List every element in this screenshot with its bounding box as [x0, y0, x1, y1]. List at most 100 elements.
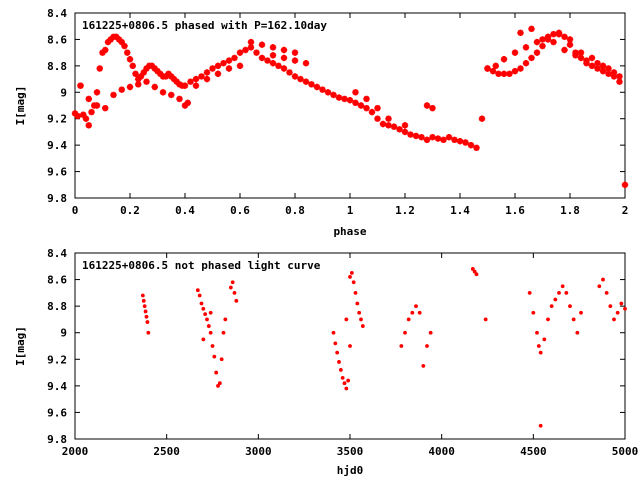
- data-point: [363, 104, 370, 112]
- data-point: [181, 82, 189, 89]
- data-point: [85, 95, 92, 103]
- data-point: [71, 110, 79, 117]
- data-point: [236, 62, 244, 70]
- data-point: [286, 69, 293, 76]
- data-point: [588, 62, 596, 70]
- data-point: [351, 280, 356, 285]
- data-point: [341, 95, 348, 103]
- data-point: [199, 301, 204, 306]
- data-point: [588, 54, 596, 62]
- data-point: [203, 75, 211, 83]
- data-point: [401, 128, 409, 136]
- plot-title: 161225+0806.5 phased with P=162.10day: [82, 19, 327, 32]
- x-axis-title: hjd0: [337, 464, 364, 477]
- data-point: [579, 310, 583, 315]
- data-point: [474, 272, 479, 277]
- data-point: [203, 69, 211, 76]
- data-point: [223, 317, 228, 322]
- x-tick-label: 0.4: [175, 204, 195, 217]
- data-point: [247, 38, 255, 46]
- data-point: [197, 293, 202, 298]
- data-point: [208, 310, 213, 315]
- data-point: [484, 65, 491, 72]
- x-tick-label: 0.6: [230, 204, 250, 217]
- data-point: [359, 317, 363, 322]
- x-tick-label: 1.4: [450, 204, 470, 217]
- data-point: [168, 91, 175, 99]
- data-point: [340, 375, 345, 380]
- data-point: [538, 423, 543, 428]
- data-point: [124, 49, 131, 56]
- data-point: [601, 277, 605, 282]
- data-point: [181, 102, 189, 109]
- y-tick-label: 8.4: [47, 7, 67, 20]
- x-tick-label: 5000: [612, 445, 639, 458]
- data-point: [544, 33, 552, 40]
- data-point: [597, 284, 602, 289]
- data-point: [162, 73, 169, 80]
- data-point: [173, 78, 180, 85]
- x-tick-label: 3000: [245, 445, 272, 458]
- data-point: [159, 89, 167, 96]
- data-point: [357, 310, 362, 315]
- data-point: [550, 38, 557, 46]
- data-point: [527, 290, 532, 295]
- y-tick-label: 9.6: [47, 166, 67, 179]
- data-point: [571, 317, 576, 322]
- data-point: [209, 65, 216, 72]
- data-point: [302, 78, 310, 85]
- data-point: [264, 57, 271, 64]
- data-point: [572, 52, 579, 59]
- data-point: [335, 94, 343, 101]
- data-point: [619, 301, 624, 306]
- x-tick-label: 1.2: [395, 204, 415, 217]
- data-point: [357, 102, 365, 109]
- data-point: [143, 309, 148, 314]
- data-point: [546, 317, 550, 322]
- y-tick-label: 9: [60, 86, 67, 99]
- data-point: [478, 115, 486, 122]
- data-point: [355, 301, 360, 306]
- data-point: [560, 284, 565, 289]
- data-point: [390, 123, 398, 130]
- data-point: [425, 344, 429, 348]
- data-point: [221, 330, 226, 335]
- data-point: [483, 317, 488, 322]
- data-point: [236, 49, 244, 56]
- x-tick-label: 0: [72, 204, 79, 217]
- y-tick-label: 8.6: [47, 274, 67, 287]
- data-point: [96, 65, 103, 72]
- data-point: [291, 49, 299, 56]
- x-tick-label: 2500: [153, 445, 180, 458]
- data-point: [121, 42, 128, 50]
- data-point: [414, 304, 418, 309]
- data-point: [206, 324, 211, 328]
- data-point: [247, 44, 255, 51]
- data-point: [118, 38, 125, 46]
- data-point: [533, 38, 541, 46]
- y-tick-label: 9.8: [47, 433, 67, 446]
- data-point: [506, 70, 513, 77]
- data-point: [154, 67, 161, 75]
- data-point: [231, 54, 238, 62]
- data-point: [146, 330, 151, 335]
- data-point: [385, 115, 392, 122]
- data-point: [379, 120, 387, 128]
- data-point: [168, 73, 175, 80]
- data-point: [605, 65, 612, 72]
- data-point: [473, 144, 480, 151]
- data-point: [401, 122, 409, 129]
- data-point: [421, 364, 426, 368]
- data-point: [129, 62, 136, 70]
- data-point: [511, 67, 519, 75]
- data-point: [143, 65, 150, 72]
- data-point: [396, 126, 403, 133]
- data-point: [462, 139, 469, 146]
- data-point: [165, 70, 172, 77]
- data-point: [531, 310, 536, 315]
- x-tick-label: 1.6: [505, 204, 525, 217]
- data-point: [599, 62, 607, 70]
- data-point: [522, 60, 530, 67]
- data-point: [348, 275, 352, 279]
